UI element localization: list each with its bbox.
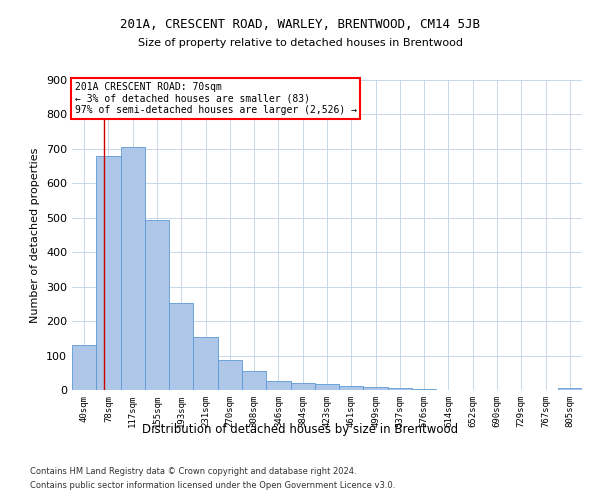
Text: Size of property relative to detached houses in Brentwood: Size of property relative to detached ho… <box>137 38 463 48</box>
Bar <box>339 386 364 390</box>
Text: 201A CRESCENT ROAD: 70sqm
← 3% of detached houses are smaller (83)
97% of semi-d: 201A CRESCENT ROAD: 70sqm ← 3% of detach… <box>74 82 356 115</box>
Bar <box>193 338 218 390</box>
Bar <box>364 387 388 390</box>
Bar <box>218 360 242 390</box>
Bar <box>266 380 290 390</box>
Text: 201A, CRESCENT ROAD, WARLEY, BRENTWOOD, CM14 5JB: 201A, CRESCENT ROAD, WARLEY, BRENTWOOD, … <box>120 18 480 30</box>
Bar <box>145 220 169 390</box>
Y-axis label: Number of detached properties: Number of detached properties <box>31 148 40 322</box>
Text: Distribution of detached houses by size in Brentwood: Distribution of detached houses by size … <box>142 422 458 436</box>
Bar <box>558 388 582 390</box>
Bar <box>96 156 121 390</box>
Bar <box>121 147 145 390</box>
Text: Contains HM Land Registry data © Crown copyright and database right 2024.: Contains HM Land Registry data © Crown c… <box>30 468 356 476</box>
Bar <box>290 383 315 390</box>
Bar <box>169 303 193 390</box>
Text: Contains public sector information licensed under the Open Government Licence v3: Contains public sector information licen… <box>30 481 395 490</box>
Bar <box>242 371 266 390</box>
Bar <box>388 388 412 390</box>
Bar <box>72 345 96 390</box>
Bar <box>315 384 339 390</box>
